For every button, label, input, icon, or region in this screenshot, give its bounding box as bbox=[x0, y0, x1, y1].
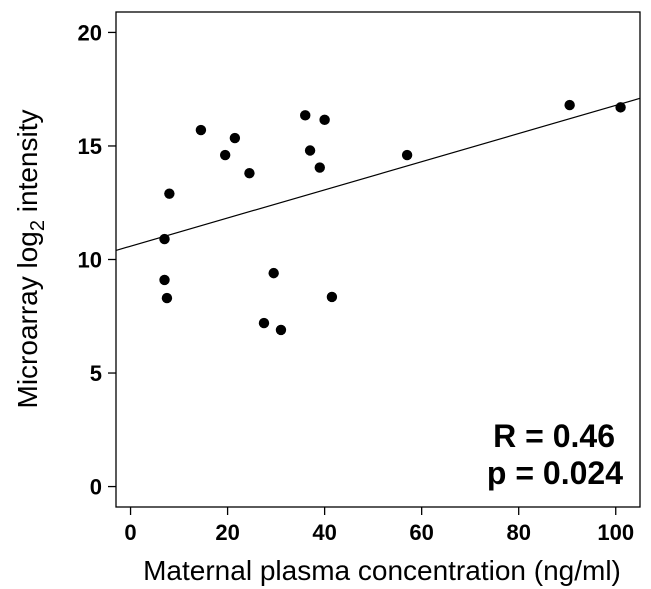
data-point bbox=[229, 132, 241, 144]
data-point bbox=[319, 114, 330, 126]
data-points bbox=[159, 99, 626, 336]
data-point bbox=[159, 233, 170, 245]
y-tick-label: 5 bbox=[90, 361, 102, 386]
y-axis-title-suffix: intensity bbox=[12, 109, 43, 220]
y-tick-label: 10 bbox=[78, 248, 102, 273]
data-point bbox=[159, 274, 170, 286]
data-point bbox=[564, 99, 575, 111]
x-tick-label: 100 bbox=[597, 520, 634, 545]
x-tick-label: 20 bbox=[215, 520, 239, 545]
data-point bbox=[314, 162, 325, 173]
y-axis-ticks: 0 5 10 15 20 bbox=[78, 20, 116, 500]
x-tick-label: 60 bbox=[409, 520, 433, 545]
x-tick-label: 0 bbox=[124, 520, 136, 545]
p-value-label: p = 0.024 bbox=[487, 455, 623, 491]
x-axis-title: Maternal plasma concentration (ng/ml) bbox=[143, 555, 621, 586]
fit-line-group bbox=[115, 97, 641, 251]
y-tick-label: 0 bbox=[90, 475, 102, 500]
x-tick-label: 40 bbox=[312, 520, 336, 545]
data-point bbox=[244, 168, 255, 179]
data-point bbox=[258, 317, 270, 329]
data-point bbox=[615, 102, 626, 113]
y-axis-title-main: Microarray log bbox=[12, 231, 43, 408]
fit-line bbox=[115, 97, 641, 251]
data-point bbox=[304, 145, 316, 156]
y-axis-title-subscript: 2 bbox=[27, 220, 49, 231]
x-tick-label: 80 bbox=[506, 520, 530, 545]
y-tick-label: 15 bbox=[78, 134, 102, 159]
data-point bbox=[275, 324, 287, 336]
y-axis-title: Microarray log2 intensity bbox=[12, 109, 49, 408]
data-point bbox=[401, 149, 413, 161]
data-point bbox=[161, 292, 173, 304]
correlation-label: R = 0.46 bbox=[493, 418, 615, 454]
data-point bbox=[195, 124, 207, 136]
data-point bbox=[300, 110, 311, 121]
data-point bbox=[219, 149, 231, 161]
data-point bbox=[164, 188, 175, 199]
data-point bbox=[326, 291, 338, 303]
data-point bbox=[268, 267, 279, 279]
x-axis-ticks: 0 20 40 60 80 100 bbox=[124, 507, 634, 545]
y-tick-label: 20 bbox=[78, 20, 102, 45]
